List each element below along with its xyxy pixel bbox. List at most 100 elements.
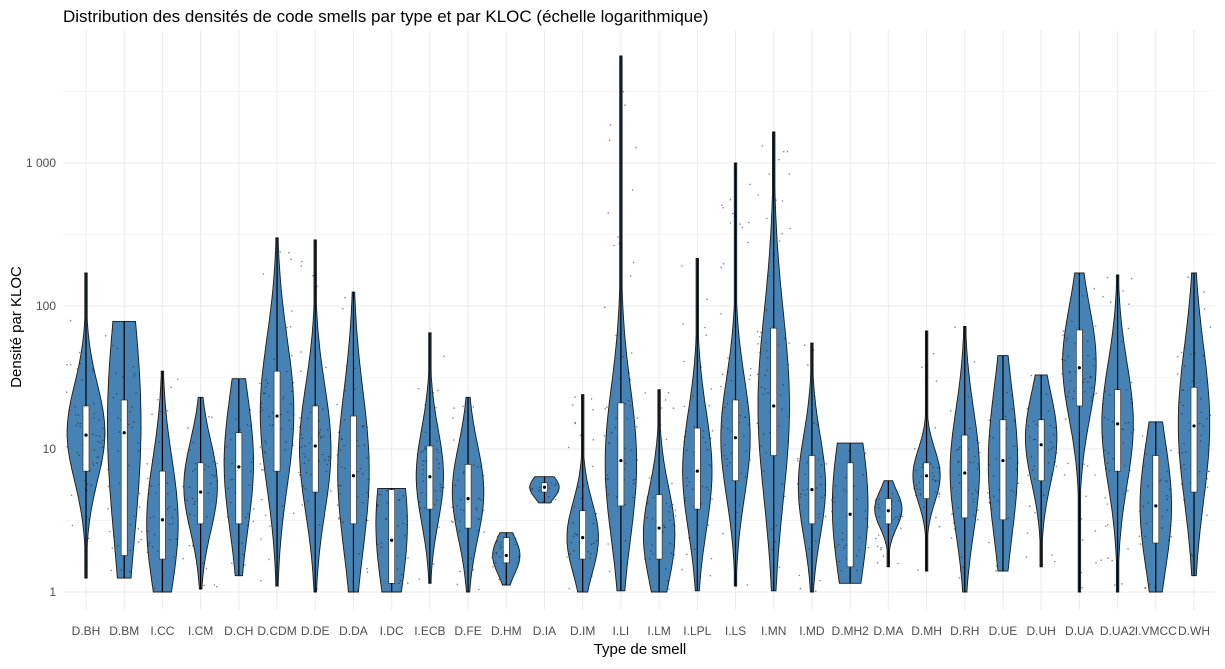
data-point [648,477,651,479]
data-point [1093,393,1095,396]
data-point [821,496,823,499]
data-point [396,555,399,557]
data-point [686,553,688,556]
data-point [307,459,310,462]
data-point [976,491,978,494]
data-point [127,423,130,426]
data-point [778,425,780,427]
data-point [189,449,191,451]
data-point [609,124,612,126]
data-point [97,456,99,458]
data-point [135,392,137,394]
data-point [1107,452,1110,454]
data-point [1127,421,1130,424]
data-point [462,509,465,512]
data-point [157,483,160,486]
data-point [463,470,465,473]
data-point [328,456,330,458]
data-point [1025,556,1028,558]
data-point [1122,290,1124,292]
data-point [434,503,436,506]
data-point [604,478,607,480]
data-point [112,344,114,347]
data-point [268,558,271,561]
data-point [804,494,807,496]
data-point [702,430,705,433]
data-point [1125,490,1127,493]
data-point [672,523,675,526]
data-point [421,464,424,466]
data-point [363,444,366,447]
data-point [921,366,923,368]
data-point [1180,351,1183,354]
violin-d-cdm [259,237,295,587]
data-point [1166,498,1168,501]
data-point [98,419,100,421]
data-point [973,514,975,517]
data-point [606,406,608,408]
data-point [951,513,953,515]
data-point [148,542,151,544]
data-point [148,493,150,495]
data-point [1052,433,1055,436]
data-point [781,483,783,485]
data-point [1111,420,1114,423]
data-point [1144,587,1146,589]
data-point [88,537,90,540]
median-point [963,471,967,475]
data-point [357,496,359,498]
data-point [380,494,382,496]
data-point [436,499,438,502]
data-point [616,496,618,498]
data-point [932,466,934,469]
data-point [265,378,267,381]
data-point [1081,586,1083,589]
data-point [151,413,153,416]
data-point [214,474,216,477]
data-point [422,460,425,462]
data-point [957,448,960,451]
data-point [629,275,632,277]
data-point [609,527,612,529]
data-point [104,335,107,337]
data-point [629,378,632,381]
data-point [174,508,176,511]
data-point [843,546,845,549]
data-point [756,373,759,376]
data-point [478,518,481,520]
data-point [265,442,267,445]
data-point [435,406,437,409]
violin-d-bm [106,320,143,579]
data-point [591,575,593,577]
data-point [170,386,172,389]
data-point [304,456,307,458]
data-point [876,545,879,548]
median-point [1001,458,1005,463]
data-point [745,450,747,452]
data-point [595,512,598,515]
data-point [1106,523,1109,526]
data-point [77,414,80,416]
data-point [1061,358,1063,361]
data-point [252,468,254,471]
data-point [899,513,901,515]
iqr-box [961,434,969,519]
data-point [874,500,877,502]
iqr-box [694,427,701,510]
data-point [376,505,379,507]
data-point [79,363,81,365]
data-point [452,439,455,441]
data-point [443,486,445,489]
data-point [500,541,503,543]
data-point [1121,428,1123,430]
data-point [341,521,344,523]
data-point [722,206,724,209]
data-point [456,505,458,508]
x-tick-label: D.UH [1027,624,1056,638]
data-point [921,466,924,469]
data-point [786,150,789,153]
iqr-box [502,537,510,564]
data-point [1129,469,1131,472]
data-point [622,355,624,358]
data-point [617,236,619,238]
